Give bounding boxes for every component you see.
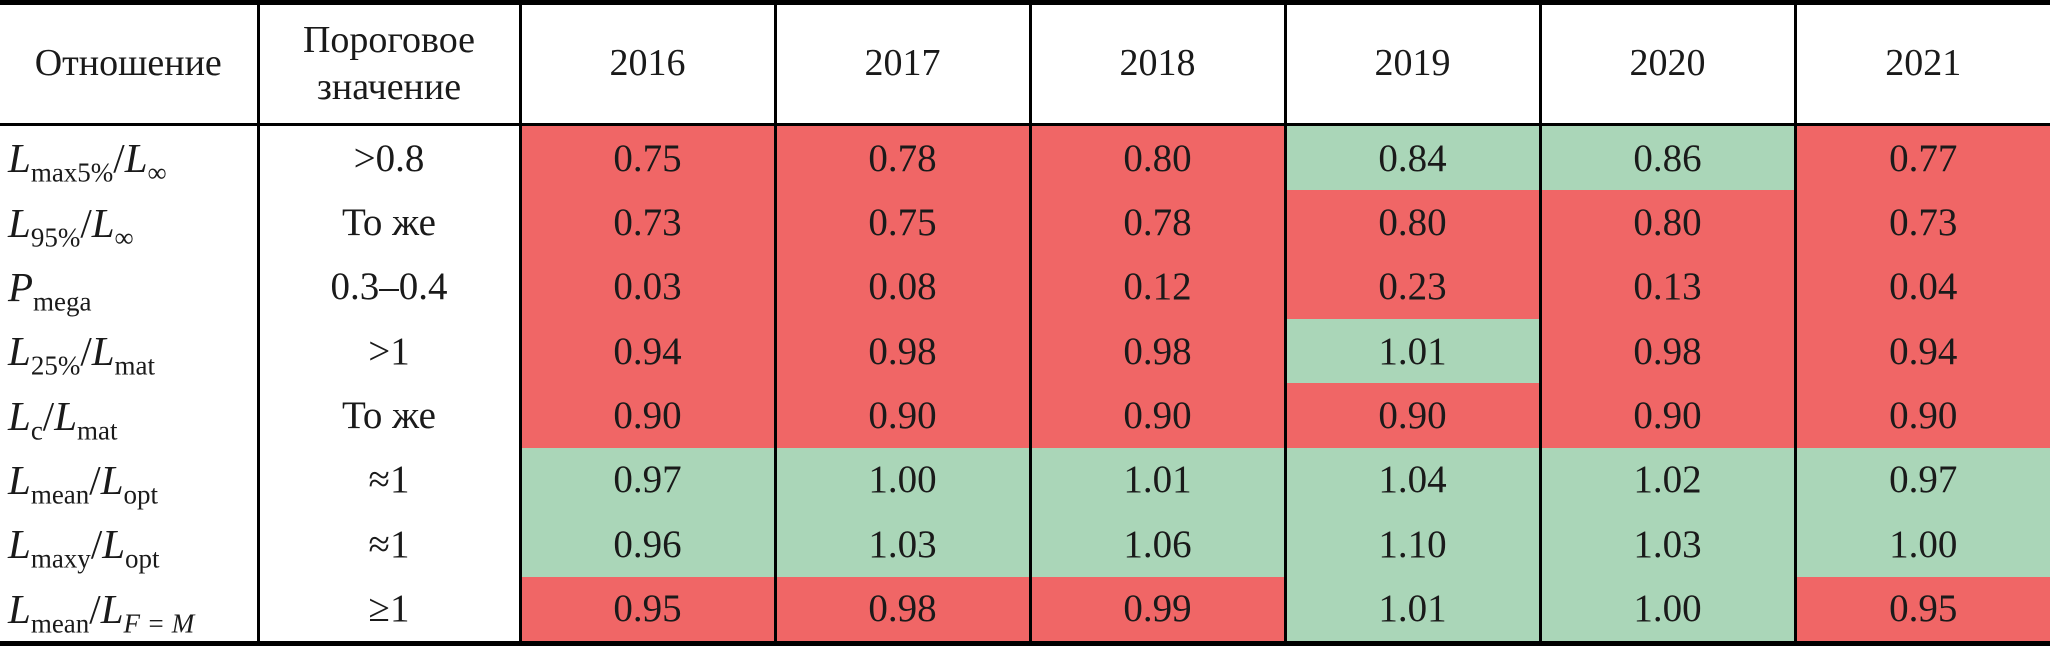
value-cell-2016: 0.97 [520, 447, 777, 513]
value-cell-2020: 0.86 [1540, 124, 1797, 191]
value-cell-2017: 0.98 [775, 576, 1032, 644]
value-cell-2021: 0.97 [1795, 447, 2050, 513]
row-formula: L95%/L∞ [0, 190, 260, 255]
table-row: Lmean/LF = M ≥1 0.95 0.98 0.99 1.01 1.00 0.95 [0, 576, 2050, 644]
col-header-year-2016: 2016 [520, 2, 777, 126]
row-formula: Lmean/Lopt [0, 447, 260, 513]
table-row: Lmaxy/Lopt ≈1 0.96 1.03 1.06 1.10 1.03 1.00 [0, 512, 2050, 577]
value-cell-2018: 1.01 [1030, 447, 1287, 513]
col-header-threshold: Пороговое значение [258, 2, 522, 126]
table-row: Lc/Lmat То же 0.90 0.90 0.90 0.90 0.90 0.90 [0, 383, 2050, 448]
value-cell-2020: 0.98 [1540, 319, 1797, 384]
table-header: Отношение Пороговое значение 2016 2017 2… [0, 2, 2050, 126]
value-cell-2017: 0.75 [775, 190, 1032, 255]
value-cell-2019: 1.01 [1285, 576, 1542, 644]
value-cell-2016: 0.03 [520, 254, 777, 320]
value-cell-2017: 0.08 [775, 254, 1032, 320]
row-threshold: 0.3–0.4 [258, 254, 522, 320]
col-header-year-2020: 2020 [1540, 2, 1797, 126]
value-cell-2019: 1.04 [1285, 447, 1542, 513]
row-threshold: То же [258, 383, 522, 448]
value-cell-2017: 1.03 [775, 512, 1032, 577]
col-header-year-2017: 2017 [775, 2, 1032, 126]
value-cell-2019: 1.01 [1285, 319, 1542, 384]
value-cell-2017: 0.98 [775, 319, 1032, 384]
value-cell-2021: 0.90 [1795, 383, 2050, 448]
row-threshold: То же [258, 190, 522, 255]
row-formula: Lc/Lmat [0, 383, 260, 448]
table-row: Pmega 0.3–0.4 0.03 0.08 0.12 0.23 0.13 0.04 [0, 254, 2050, 320]
value-cell-2019: 0.84 [1285, 124, 1542, 191]
value-cell-2016: 0.73 [520, 190, 777, 255]
value-cell-2020: 1.00 [1540, 576, 1797, 644]
value-cell-2020: 1.03 [1540, 512, 1797, 577]
value-cell-2021: 0.04 [1795, 254, 2050, 320]
value-cell-2017: 0.78 [775, 124, 1032, 191]
value-cell-2016: 0.96 [520, 512, 777, 577]
col-header-year-2021: 2021 [1795, 2, 2050, 126]
value-cell-2016: 0.90 [520, 383, 777, 448]
value-cell-2021: 0.73 [1795, 190, 2050, 255]
row-formula: Lmean/LF = M [0, 576, 260, 644]
value-cell-2021: 0.95 [1795, 576, 2050, 644]
value-cell-2020: 0.90 [1540, 383, 1797, 448]
table-row: Lmax5%/L∞ >0.8 0.75 0.78 0.80 0.84 0.86 0.77 [0, 124, 2050, 191]
row-formula: L25%/Lmat [0, 319, 260, 384]
row-formula: Lmaxy/Lopt [0, 512, 260, 577]
value-cell-2016: 0.94 [520, 319, 777, 384]
row-threshold: ≈1 [258, 447, 522, 513]
table-row: L95%/L∞ То же 0.73 0.75 0.78 0.80 0.80 0.73 [0, 190, 2050, 255]
value-cell-2019: 0.90 [1285, 383, 1542, 448]
value-cell-2018: 0.12 [1030, 254, 1287, 320]
value-cell-2018: 0.90 [1030, 383, 1287, 448]
value-cell-2018: 0.80 [1030, 124, 1287, 191]
row-formula: Pmega [0, 254, 260, 320]
value-cell-2018: 0.99 [1030, 576, 1287, 644]
value-cell-2019: 1.10 [1285, 512, 1542, 577]
value-cell-2018: 0.78 [1030, 190, 1287, 255]
table-row: L25%/Lmat >1 0.94 0.98 0.98 1.01 0.98 0.94 [0, 319, 2050, 384]
col-header-ratio: Отношение [0, 2, 260, 126]
value-cell-2021: 1.00 [1795, 512, 2050, 577]
value-cell-2021: 0.77 [1795, 124, 2050, 191]
table-row: Lmean/Lopt ≈1 0.97 1.00 1.01 1.04 1.02 0.97 [0, 447, 2050, 513]
value-cell-2019: 0.23 [1285, 254, 1542, 320]
row-threshold: >0.8 [258, 124, 522, 191]
value-cell-2018: 0.98 [1030, 319, 1287, 384]
col-header-year-2018: 2018 [1030, 2, 1287, 126]
value-cell-2017: 1.00 [775, 447, 1032, 513]
row-threshold: >1 [258, 319, 522, 384]
value-cell-2016: 0.75 [520, 124, 777, 191]
value-cell-2019: 0.80 [1285, 190, 1542, 255]
value-cell-2020: 0.13 [1540, 254, 1797, 320]
value-cell-2017: 0.90 [775, 383, 1032, 448]
row-threshold: ≥1 [258, 576, 522, 644]
value-cell-2021: 0.94 [1795, 319, 2050, 384]
row-formula: Lmax5%/L∞ [0, 124, 260, 191]
value-cell-2020: 1.02 [1540, 447, 1797, 513]
row-threshold: ≈1 [258, 512, 522, 577]
col-header-year-2019: 2019 [1285, 2, 1542, 126]
value-cell-2020: 0.80 [1540, 190, 1797, 255]
value-cell-2018: 1.06 [1030, 512, 1287, 577]
table-body: Lmax5%/L∞ >0.8 0.75 0.78 0.80 0.84 0.86 0.77 L95… [0, 124, 2050, 644]
value-cell-2016: 0.95 [520, 576, 777, 644]
header-row: Отношение Пороговое значение 2016 2017 2… [0, 2, 2050, 126]
